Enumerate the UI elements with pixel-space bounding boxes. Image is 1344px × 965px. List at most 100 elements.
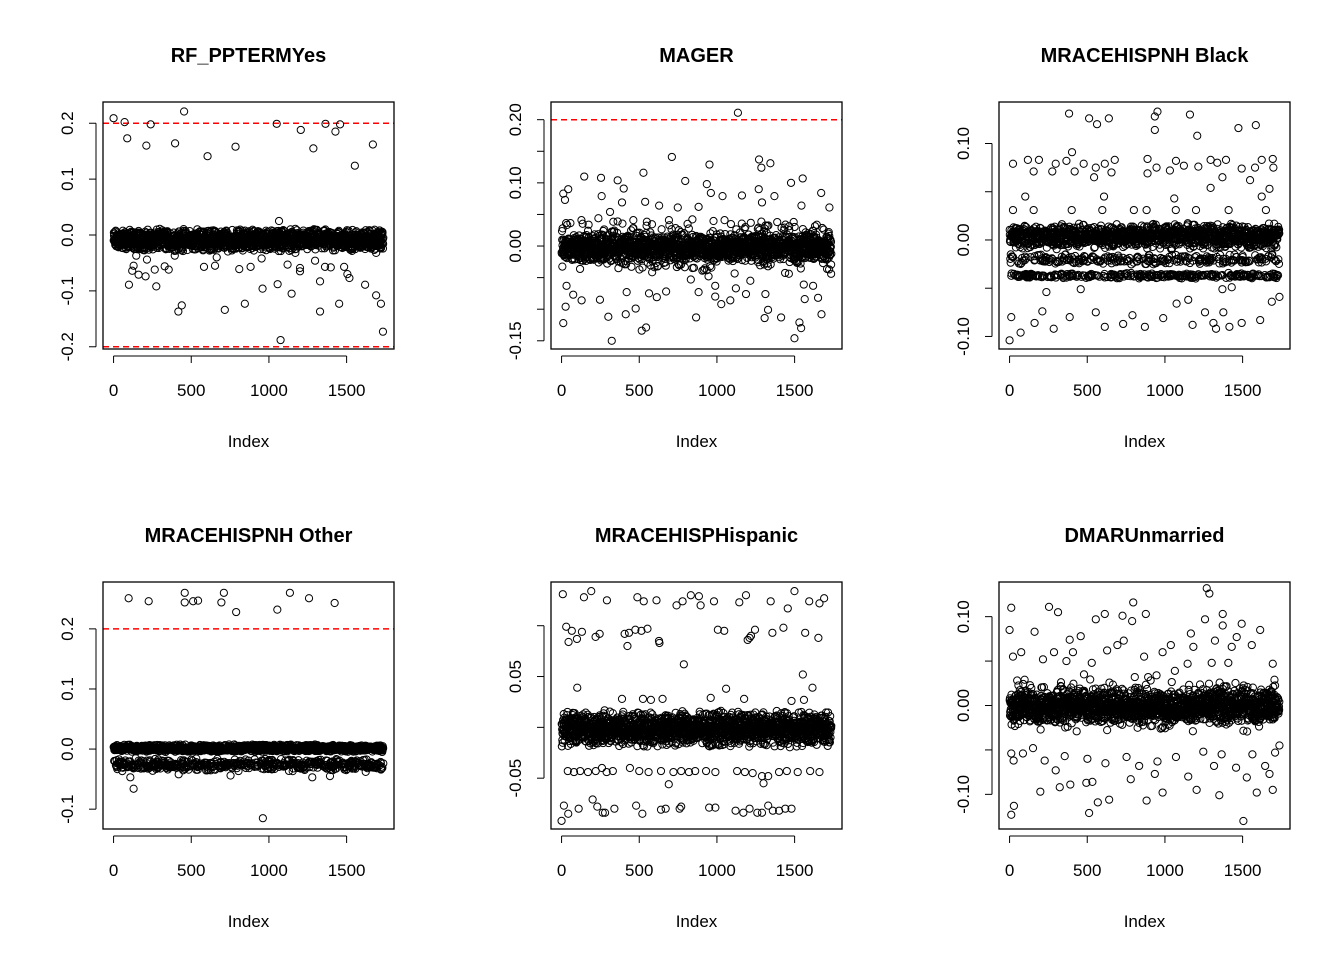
data-point-outlier <box>706 161 713 168</box>
data-point-outlier <box>332 128 339 135</box>
data-point <box>689 216 696 223</box>
panel-title: MRACEHISPNH Black <box>1041 45 1250 67</box>
data-point-outlier <box>310 145 317 152</box>
y-tick-label: 0.1 <box>58 167 77 191</box>
data-point-outlier <box>801 295 808 302</box>
data-point-outlier <box>703 181 710 188</box>
data-point-outlier <box>284 261 291 268</box>
data-point-outlier <box>727 297 734 304</box>
data-point-outlier <box>798 202 805 209</box>
data-point-outlier <box>630 217 637 224</box>
data-points <box>1006 108 1283 344</box>
data-point-outlier <box>826 204 833 211</box>
data-point-outlier <box>656 202 663 209</box>
data-point <box>576 265 583 272</box>
data-point-outlier <box>620 185 627 192</box>
panel-title: RF_PPTERMYes <box>171 45 327 67</box>
data-point-outlier <box>316 308 323 315</box>
data-point-outlier <box>595 215 602 222</box>
data-point-outlier <box>605 313 612 320</box>
data-point-outlier <box>121 119 128 126</box>
data-point-outlier <box>791 335 798 342</box>
data-point-outlier <box>204 153 211 160</box>
y-tick-label: 0.0 <box>58 223 77 247</box>
data-point-outlier <box>640 169 647 176</box>
data-point-outlier <box>311 257 318 264</box>
data-point-outlier <box>147 121 154 128</box>
data-point-outlier <box>668 153 675 160</box>
data-point-outlier <box>274 281 281 288</box>
data-point-outlier <box>755 156 762 163</box>
data-point <box>791 223 798 230</box>
data-point-outlier <box>618 199 625 206</box>
x-axis-label: Index <box>1124 432 1166 451</box>
data-point-outlier <box>560 319 567 326</box>
data-point-outlier <box>764 306 771 313</box>
data-point-outlier <box>707 189 714 196</box>
data-point-outlier <box>570 291 577 298</box>
data-point <box>684 220 691 227</box>
data-point-outlier <box>171 252 178 259</box>
data-point-outlier <box>151 266 158 273</box>
y-tick-label: 0.10 <box>954 127 973 160</box>
data-point-outlier <box>761 314 768 321</box>
x-tick-label: 0 <box>1005 381 1014 400</box>
data-point-outlier <box>738 192 745 199</box>
data-point-outlier <box>316 278 323 285</box>
data-point-outlier <box>674 204 681 211</box>
x-tick-label: 1500 <box>776 381 814 400</box>
data-point-outlier <box>762 290 769 297</box>
data-points <box>110 108 387 344</box>
data-point-outlier <box>181 108 188 115</box>
y-tick-label: 0.00 <box>506 229 525 262</box>
data-point-outlier <box>211 262 218 269</box>
y-tick-label: 0.00 <box>954 223 973 256</box>
data-point-outlier <box>755 186 762 193</box>
data-point-outlier <box>732 285 739 292</box>
data-point-outlier <box>814 294 821 301</box>
data-point-outlier <box>663 288 670 295</box>
x-tick-label: 0 <box>109 381 118 400</box>
data-point <box>813 221 820 228</box>
data-point-outlier <box>747 277 754 284</box>
data-point-outlier <box>719 193 726 200</box>
data-point-outlier <box>562 303 569 310</box>
data-point-outlier <box>742 290 749 297</box>
data-point-outlier <box>818 189 825 196</box>
data-point-outlier <box>767 160 774 167</box>
x-tick-label: 500 <box>625 381 653 400</box>
data-point-outlier <box>110 115 117 122</box>
data-point-outlier <box>241 300 248 307</box>
data-point-outlier <box>369 141 376 148</box>
panel-title: MAGER <box>659 45 734 67</box>
data-point-outlier <box>200 263 207 270</box>
data-point-outlier <box>351 162 358 169</box>
data-point-outlier <box>362 281 369 288</box>
data-point-outlier <box>734 109 741 116</box>
data-point-outlier <box>563 282 570 289</box>
data-point <box>559 263 566 270</box>
data-point-outlier <box>336 300 343 307</box>
x-tick-label: 1500 <box>1224 381 1262 400</box>
data-point-outlier <box>642 198 649 205</box>
data-point-outlier <box>712 282 719 289</box>
x-tick-label: 500 <box>177 381 205 400</box>
data-point-outlier <box>712 293 719 300</box>
data-point-outlier <box>596 296 603 303</box>
x-tick-label: 1000 <box>250 381 288 400</box>
data-point-outlier <box>581 173 588 180</box>
data-point-outlier <box>178 302 185 309</box>
data-point-outlier <box>236 265 243 272</box>
data-point <box>797 265 804 272</box>
data-point-outlier <box>622 311 629 318</box>
x-tick-label: 1000 <box>698 381 736 400</box>
data-point <box>658 226 665 233</box>
data-point-outlier <box>232 143 239 150</box>
data-point-outlier <box>606 208 613 215</box>
data-point-outlier <box>758 164 765 171</box>
x-tick-label: 1000 <box>1146 381 1184 400</box>
y-tick-label: 0.2 <box>58 111 77 135</box>
data-point-outlier <box>171 140 178 147</box>
